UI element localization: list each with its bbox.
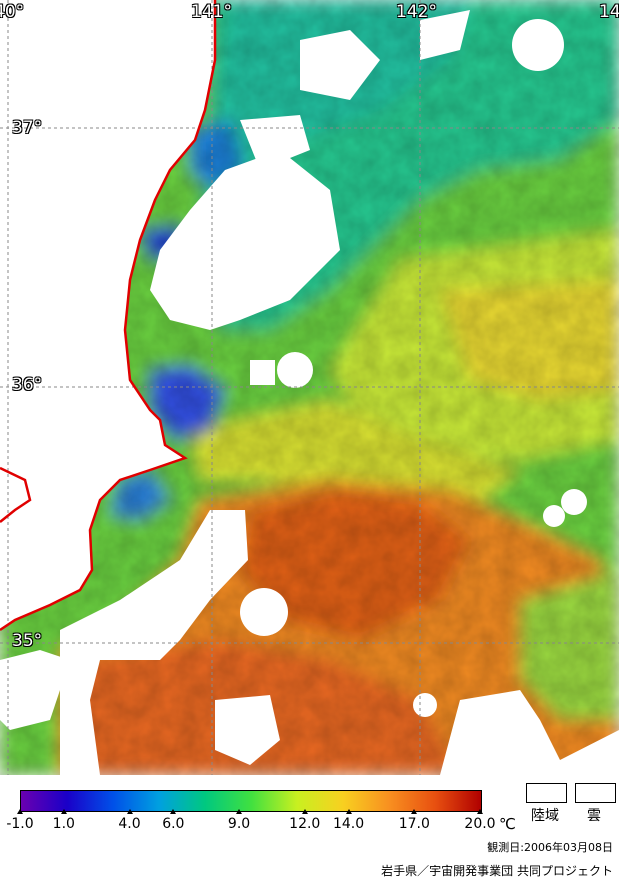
- scale-tick-label: 12.0: [289, 816, 321, 832]
- latitude-label-37: 37°: [12, 118, 43, 138]
- scale-tick-label: -1.0: [6, 816, 34, 832]
- land-key-label: 陸域: [531, 808, 559, 824]
- cloud-key-swatch: [575, 783, 616, 803]
- longitude-label-141: 141°: [191, 2, 232, 22]
- cloud-key-label: 雲: [587, 808, 601, 824]
- land-key-swatch: [526, 783, 567, 803]
- graticule: [0, 0, 619, 775]
- scale-tick-mark: [126, 809, 133, 814]
- latitude-label-36: 36°: [12, 375, 43, 395]
- cloud-areas: [0, 10, 619, 775]
- sea-surface-temperature-map: [0, 0, 619, 775]
- scale-tick-label: 20.0: [464, 816, 496, 832]
- scale-tick-mark: [170, 809, 177, 814]
- longitude-label-143: 14: [599, 2, 619, 22]
- scale-tick-label: 4.0: [118, 816, 141, 832]
- coastline-west: [0, 466, 32, 523]
- scale-tick-mark: [236, 809, 243, 814]
- credit-line: 岩手県／宇宙開発事業団 共同プロジェクト: [381, 864, 613, 878]
- observation-date: 観測日:2006年03月08日: [487, 841, 613, 854]
- scale-tick-mark: [345, 809, 352, 814]
- scale-tick-mark: [17, 809, 23, 814]
- land-area: [0, 0, 215, 630]
- scale-tick-label: 6.0: [162, 816, 185, 832]
- temperature-unit: ℃: [499, 815, 516, 833]
- scale-tick-label: 1.0: [52, 816, 75, 832]
- scale-tick-label: 14.0: [332, 816, 365, 832]
- scale-tick-mark: [411, 809, 418, 814]
- temperature-color-scale: [20, 790, 482, 812]
- longitude-label-142: 142°: [396, 2, 437, 22]
- scale-tick-label: 17.0: [398, 816, 430, 832]
- longitude-label-140: 40°: [0, 2, 25, 22]
- scale-tick-label: 9.0: [227, 816, 251, 832]
- scale-tick-mark: [301, 809, 308, 814]
- coastline: [0, 0, 217, 632]
- scale-tick-mark: [477, 809, 483, 814]
- scale-tick-mark: [60, 809, 67, 814]
- latitude-label-35: 35°: [12, 631, 43, 651]
